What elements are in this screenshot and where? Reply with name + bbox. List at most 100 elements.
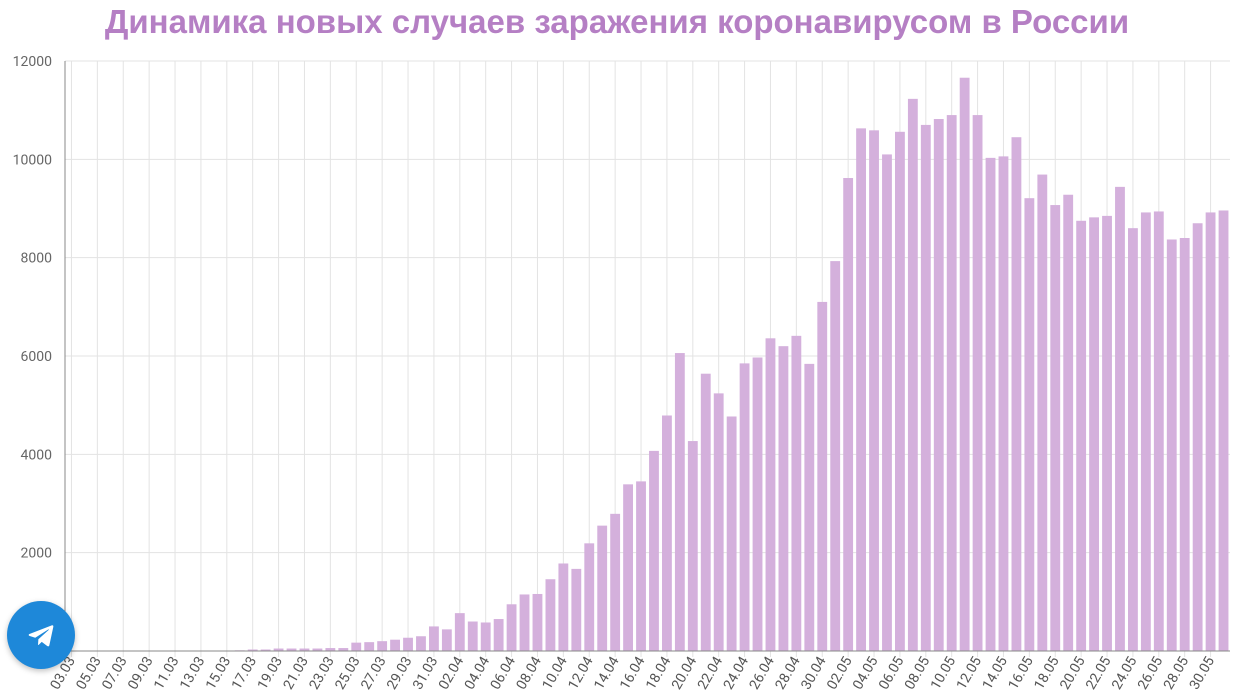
- bar: [390, 639, 400, 651]
- x-tick-label: 10.05: [928, 654, 960, 693]
- x-tick-label: 24.04: [721, 654, 753, 693]
- bar: [467, 621, 478, 651]
- bar: [558, 563, 569, 651]
- x-tick-label: 05.03: [73, 654, 104, 692]
- bar: [1153, 211, 1164, 651]
- bar: [1089, 217, 1099, 651]
- x-tick-label: 18.04: [643, 654, 675, 693]
- bar: [1192, 223, 1203, 651]
- x-tick-label: 29.03: [384, 654, 415, 692]
- bar: [1179, 238, 1190, 651]
- x-tick-label: 14.04: [591, 654, 623, 693]
- bar: [1076, 220, 1087, 652]
- x-tick-label: 07.03: [99, 654, 130, 692]
- bar: [429, 626, 439, 651]
- bar: [493, 619, 504, 651]
- bar: [726, 416, 737, 651]
- bar: [985, 157, 996, 652]
- x-tick-label: 28.04: [772, 654, 804, 693]
- y-tick-label: 6000: [21, 349, 53, 365]
- x-tick-label: 23.03: [306, 654, 337, 692]
- y-tick-label: 4000: [21, 447, 53, 463]
- bar: [946, 115, 957, 651]
- bar: [454, 613, 465, 651]
- bar: [403, 637, 413, 651]
- x-tick-label: 04.05: [850, 654, 882, 693]
- x-tick-label: 19.03: [255, 654, 286, 692]
- x-tick-label: 02.04: [436, 654, 468, 693]
- bar: [1063, 194, 1074, 652]
- x-tick-label: 14.05: [979, 654, 1011, 693]
- bar: [649, 450, 659, 651]
- chart-axes: [64, 61, 1230, 652]
- bar: [247, 649, 258, 651]
- x-tick-label: 20.05: [1057, 654, 1089, 693]
- bar: [506, 604, 517, 651]
- bar: [519, 594, 530, 651]
- x-tick-label: 11.03: [151, 654, 182, 692]
- x-tick-label: 13.03: [177, 654, 208, 692]
- x-tick-label: 31.03: [410, 654, 441, 692]
- bar: [895, 131, 905, 652]
- x-tick-label: 30.04: [798, 654, 830, 693]
- bar: [338, 648, 349, 651]
- bar: [791, 335, 802, 651]
- bar: [972, 115, 983, 651]
- bar: [273, 648, 284, 651]
- x-tick-label: 09.03: [125, 654, 156, 692]
- bar: [545, 579, 556, 651]
- bar: [804, 363, 815, 651]
- x-tick-label: 30.05: [1187, 654, 1219, 693]
- bar: [1205, 212, 1216, 651]
- chart-title: Динамика новых случаев заражения коронав…: [104, 3, 1130, 40]
- bar: [364, 642, 375, 651]
- x-tick-label: 04.04: [462, 654, 494, 693]
- bar: [584, 543, 595, 651]
- x-tick-label: 26.04: [746, 654, 778, 693]
- bar: [933, 119, 944, 651]
- telegram-share-button[interactable]: [7, 601, 75, 669]
- bar: [739, 363, 750, 652]
- bar: [752, 357, 763, 651]
- x-tick-label: 26.05: [1135, 654, 1167, 693]
- bar: [687, 441, 698, 651]
- x-tick-label: 10.04: [539, 654, 571, 693]
- bar: [765, 338, 776, 651]
- bar: [377, 641, 388, 651]
- bar: [571, 568, 582, 651]
- bar: [260, 649, 271, 651]
- bar: [1011, 137, 1022, 651]
- y-tick-label: 8000: [21, 251, 53, 267]
- bar: [286, 648, 297, 651]
- bar: [1166, 239, 1177, 652]
- x-tick-label: 06.04: [488, 654, 520, 693]
- bar: [700, 373, 711, 651]
- y-tick-label: 10000: [13, 152, 52, 168]
- x-tick-label: 16.05: [1005, 654, 1037, 693]
- bar: [636, 481, 646, 652]
- bar: [1128, 228, 1138, 652]
- x-tick-label: 18.05: [1031, 654, 1063, 693]
- bar: [532, 593, 543, 651]
- x-tick-label: 02.05: [824, 654, 856, 693]
- x-tick-label: 08.04: [513, 654, 545, 693]
- x-tick-label: 12.04: [565, 654, 597, 693]
- bar: [882, 154, 892, 652]
- bar: [325, 648, 336, 651]
- bar: [907, 98, 918, 652]
- bar: [1024, 198, 1035, 651]
- x-tick-label: 16.04: [617, 654, 649, 693]
- bar: [1115, 186, 1125, 651]
- bar: [1102, 215, 1112, 652]
- x-tick-label: 28.05: [1161, 654, 1193, 693]
- x-tick-labels: 03.0305.0307.0309.0311.0313.0315.0317.03…: [47, 654, 1218, 693]
- bar: [843, 178, 854, 651]
- x-tick-label: 06.05: [876, 654, 908, 693]
- bar: [299, 648, 310, 651]
- bar: [998, 156, 1009, 651]
- y-tick-label: 2000: [21, 546, 53, 562]
- bar: [674, 353, 685, 651]
- bar: [817, 301, 828, 651]
- chart-bars: [234, 77, 1229, 652]
